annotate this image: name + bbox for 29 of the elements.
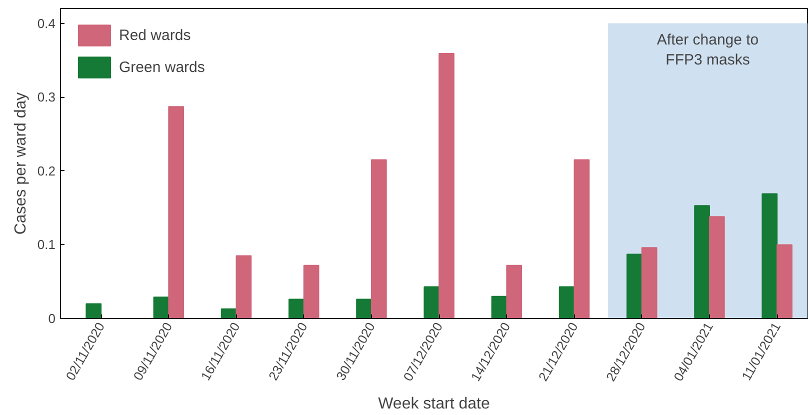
y-tick-label: 0.3 xyxy=(37,90,56,105)
bar xyxy=(370,159,387,318)
bar xyxy=(641,247,658,318)
bar xyxy=(236,255,252,318)
y-tick-label: 0.2 xyxy=(37,163,56,178)
bar xyxy=(153,296,170,318)
y-tick-label: 0 xyxy=(48,311,56,326)
bar xyxy=(626,254,642,318)
y-tick-label: 0.4 xyxy=(37,16,56,31)
bar xyxy=(168,106,184,318)
x-axis-title: Week start date xyxy=(378,395,490,412)
bar xyxy=(288,298,304,318)
y-axis-title: Cases per ward day xyxy=(12,92,30,235)
bar xyxy=(558,286,575,318)
bar xyxy=(424,286,440,318)
y-tick-label: 0.1 xyxy=(37,237,56,252)
band-label: After change to FFP3 masks xyxy=(656,31,759,69)
bar xyxy=(574,159,590,318)
bar xyxy=(86,303,102,318)
bar xyxy=(708,216,725,318)
bar xyxy=(762,193,778,318)
bar xyxy=(694,205,710,318)
legend-label: Red wards xyxy=(119,26,191,44)
bar xyxy=(776,244,792,318)
legend-label: Green wards xyxy=(119,58,205,76)
bar xyxy=(438,53,454,318)
bar xyxy=(356,298,372,318)
bar xyxy=(506,264,522,318)
bar xyxy=(303,264,320,318)
